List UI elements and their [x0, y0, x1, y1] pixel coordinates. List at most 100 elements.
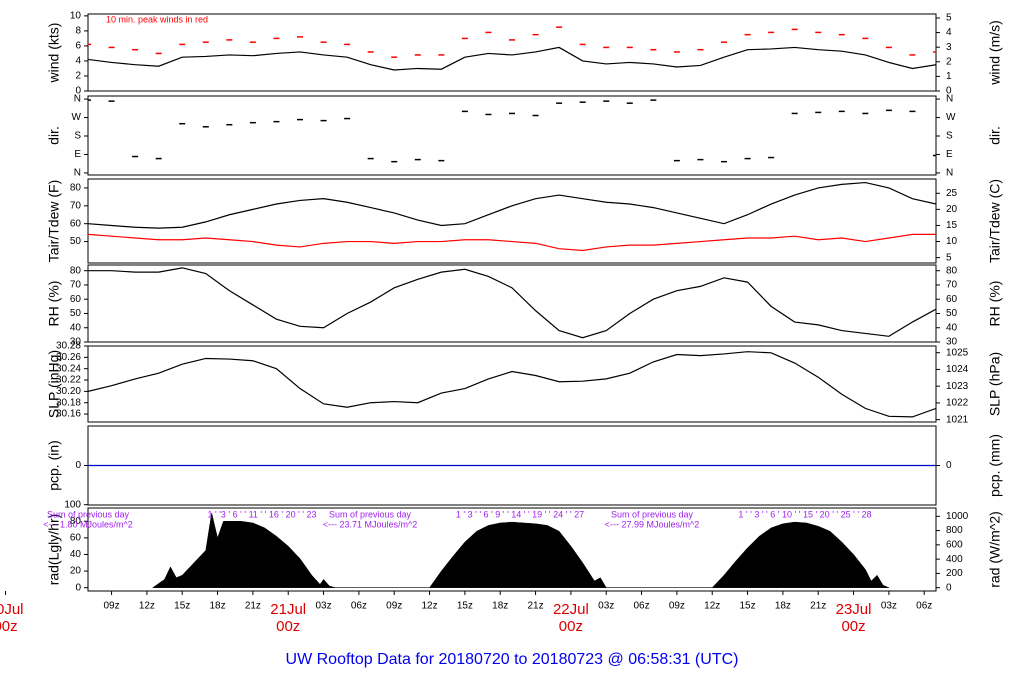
- y-tick-label: 30.26: [56, 352, 81, 363]
- y2-tick-label: 1: [946, 71, 952, 82]
- y-tick-label: 50: [70, 236, 82, 247]
- annotation: Sum of previous day: [611, 509, 694, 519]
- y-tick-label: 30.24: [56, 363, 81, 374]
- y2-tick-label: 200: [946, 568, 963, 579]
- x-tick-label: 15z: [174, 601, 190, 612]
- x-tick-label: 15z: [739, 601, 755, 612]
- panel-frame: [87, 178, 937, 264]
- x-tick-label: 21z: [810, 601, 826, 612]
- series-line: [88, 181, 936, 229]
- annotation: Sum of previous day: [47, 509, 130, 519]
- y2-tick-label: 0: [946, 460, 952, 471]
- y-tick-label: 0: [75, 86, 81, 97]
- panel: Tair/Tdew (F) Tair/Tdew (C) 50 60 70 80 5 10 15 2…: [46, 178, 1003, 264]
- y-tick-label: N: [74, 94, 81, 105]
- x-tick-label: 12z: [139, 601, 155, 612]
- y-tick-label: 80: [70, 183, 82, 194]
- y2-tick-label: 1022: [946, 398, 969, 409]
- x-day-hour-label: 00z: [559, 618, 583, 635]
- y2-axis-label: wind (m/s): [987, 20, 1003, 86]
- y2-tick-label: 3: [946, 42, 952, 53]
- y-tick-label: 30.16: [56, 409, 81, 420]
- y2-tick-label: 4: [946, 27, 952, 38]
- plot-area: [151, 512, 889, 588]
- plot-area: [88, 99, 936, 163]
- y2-tick-label: 25: [946, 188, 958, 199]
- panel-frame: [87, 95, 937, 176]
- y-tick-label: 4: [75, 56, 81, 67]
- y2-tick-label: 70: [946, 280, 958, 291]
- x-tick-label: 06z: [916, 601, 932, 612]
- plot-area: [88, 26, 936, 71]
- plot-area: [88, 267, 936, 339]
- y2-tick-label: 5: [946, 13, 952, 24]
- x-tick-label: 06z: [633, 601, 649, 612]
- annotation: 10 min. peak winds in red: [106, 14, 208, 24]
- annotation: 1 ' ' 3 ' ' 6 ' 10 ' ' 15 ' 20 ' ' 25 ' …: [738, 509, 871, 519]
- x-tick-label: 12z: [704, 601, 720, 612]
- y-tick-label: 6: [75, 41, 81, 52]
- y-axis-label: SLP (inHg): [46, 350, 62, 418]
- x-tick-label: 03z: [598, 601, 614, 612]
- y2-tick-label: 1025: [946, 347, 969, 358]
- y-tick-label: 10: [70, 11, 82, 22]
- x-day-label: 20Jul: [0, 601, 23, 618]
- chart-title: UW Rooftop Data for 20180720 to 20180723…: [286, 651, 739, 668]
- annotation: Sum of previous day: [329, 509, 412, 519]
- y2-tick-label: 2: [946, 56, 952, 67]
- y-tick-label: 30.28: [56, 341, 81, 352]
- y2-tick-label: N: [946, 168, 953, 179]
- y-tick-label: 40: [70, 322, 82, 333]
- x-tick-label: 21z: [527, 601, 543, 612]
- panel-frame: [87, 345, 937, 423]
- y-axis-label: wind (kts): [46, 23, 62, 84]
- series-line: [88, 233, 936, 252]
- y-tick-label: 8: [75, 26, 81, 37]
- y2-axis-label: RH (%): [987, 281, 1003, 327]
- y-tick-label: 60: [70, 533, 82, 544]
- y-tick-label: W: [72, 112, 82, 123]
- y-tick-label: 40: [70, 549, 82, 560]
- series-line: [88, 351, 936, 418]
- y2-tick-label: 5: [946, 252, 952, 263]
- panel-frame: [87, 264, 937, 343]
- y-tick-label: 50: [70, 308, 82, 319]
- series-line: [88, 267, 936, 339]
- panel: SLP (inHg) SLP (hPa)30.1630.1830.2030.223…: [46, 341, 1003, 426]
- y-axis-label: Tair/Tdew (F): [46, 180, 62, 262]
- panel: wind (kts) wind (m/s) 0 2 4 6 8 10 0 1 2 3 4 5 10 min.…: [46, 11, 1003, 97]
- panel: RH (%) RH (%) 30 40 50 60 70 80 30 40 50 60 70 80: [46, 264, 1003, 348]
- annotation: <--- 23.71 MJoules/m^2: [323, 519, 418, 529]
- y2-tick-label: 0: [946, 582, 952, 593]
- y2-tick-label: 600: [946, 540, 963, 551]
- x-day-label: 22Jul: [553, 601, 589, 618]
- y2-tick-label: S: [946, 131, 953, 142]
- x-day-label: 23Jul: [836, 601, 872, 618]
- y-tick-label: 30.18: [56, 397, 81, 408]
- y-tick-label: 70: [70, 280, 82, 291]
- y-tick-label: 20: [70, 566, 82, 577]
- y2-axis-label: pcp. (mm): [987, 434, 1003, 497]
- y-axis-label: dir.: [46, 126, 62, 145]
- plot-area: [88, 351, 936, 418]
- x-tick-label: 03z: [881, 601, 897, 612]
- y2-tick-label: 10: [946, 236, 958, 247]
- y-tick-label: E: [74, 149, 81, 160]
- y-tick-label: 60: [70, 218, 82, 229]
- annotation: <--- 27.99 MJoules/m^2: [605, 519, 700, 529]
- y-tick-label: 80: [70, 265, 82, 276]
- y-tick-label: 80: [70, 516, 82, 527]
- x-tick-label: 06z: [351, 601, 367, 612]
- annotation: 1 ' 3 ' ' 6 ' 9 ' ' 14 ' ' 19 ' ' 24 ' '…: [456, 509, 584, 519]
- y-tick-label: 100: [64, 499, 81, 510]
- series-line: [88, 46, 936, 71]
- y2-tick-label: 80: [946, 265, 958, 276]
- x-tick-label: 15z: [457, 601, 473, 612]
- annotation: 1 ' '3 ' 6 ' ' 11 ' ' 16 ' 20 ' ' 23: [207, 509, 316, 519]
- y-tick-label: 60: [70, 294, 82, 305]
- y2-tick-label: E: [946, 149, 953, 160]
- y2-tick-label: 1000: [946, 511, 969, 522]
